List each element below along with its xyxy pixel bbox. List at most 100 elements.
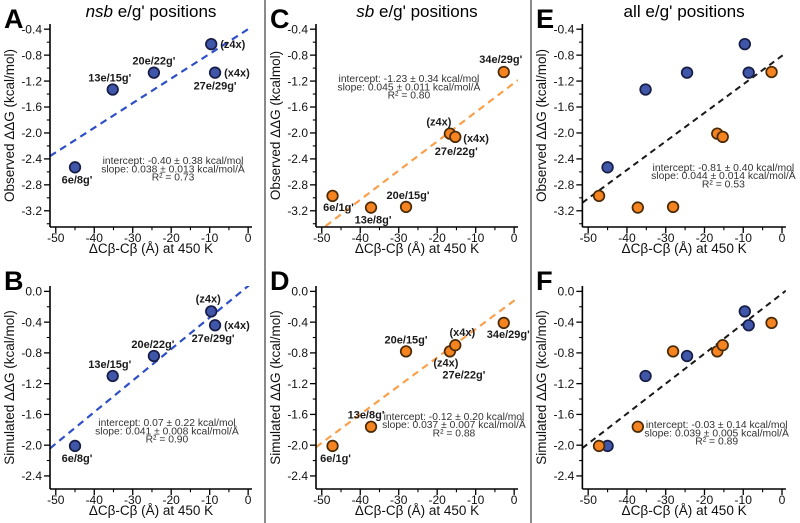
y-tick-label: -2.4: [554, 469, 575, 483]
trendline: [50, 25, 252, 158]
trendline: [50, 286, 250, 450]
stats-line: R² = 0.88: [433, 428, 476, 439]
data-point-orange: [364, 420, 378, 433]
panel-B: -50 -40 -30 -20 -10 0 0.0 -0.4 -0.8 -1.2 -1.6 -2.0 -…: [0, 262, 266, 523]
panel-C: -50 -40 -30 -20 -10 0 -0.4 -0.8 -1.2 -1.6 -2.0 -2.4…: [266, 0, 532, 262]
y-tick-label: -3.2: [554, 204, 575, 218]
y-tick-label: -2.0: [287, 438, 308, 452]
data-point-blue: [738, 305, 751, 318]
y-tick-label: -3.2: [21, 204, 42, 218]
scatter-plot-A: -50 -40 -30 -20 -10 0 -0.4 -0.8 -1.2 -1.6 -2.0 -2.4…: [2, 2, 252, 256]
column-separator: [530, 0, 532, 523]
y-tick-label: -0.4: [554, 22, 575, 36]
x-tick-label: 0: [779, 493, 786, 507]
y-tick-label: -1.6: [287, 408, 308, 422]
point-label: 13e/8g': [355, 215, 392, 227]
point-label: (x4x): [463, 133, 489, 145]
stats-line: slope: 0.045 ± 0.011 kcal/mol/Å: [337, 80, 480, 93]
x-tick-label: -20: [163, 231, 181, 245]
y-tick-label: -3.2: [287, 204, 308, 218]
data-point-orange: [592, 439, 606, 453]
data-point-orange: [326, 189, 339, 203]
data-point-orange: [364, 201, 378, 214]
y-tick-label: -1.6: [21, 408, 42, 422]
x-axis-label: ΔCβ-Cβ (Å) at 450 K: [355, 503, 479, 518]
y-tick-label: -0.8: [554, 346, 575, 360]
stats-line: R² = 0.80: [388, 90, 431, 101]
y-tick-label: -1.2: [287, 377, 308, 391]
y-tick-label: -2.4: [21, 152, 42, 166]
panel-letter: E: [536, 3, 554, 34]
y-tick-label: -0.4: [287, 22, 308, 36]
x-tick-label: -10: [467, 231, 485, 245]
x-tick-label: -10: [467, 493, 485, 507]
point-label: 6e/8g': [62, 453, 93, 465]
data-point-orange: [449, 339, 462, 352]
data-point-orange: [449, 130, 462, 143]
y-tick-label: -1.6: [21, 100, 42, 114]
y-tick-label: -0.8: [21, 346, 42, 360]
x-tick-label: -50: [579, 493, 597, 507]
x-tick-label: -30: [657, 231, 675, 245]
x-tick-label: -50: [313, 493, 331, 507]
data-point-blue: [147, 66, 161, 79]
point-label: (z4x): [196, 293, 221, 305]
y-tick-label: -1.6: [287, 100, 308, 114]
x-axis-label: ΔCβ-Cβ (Å) at 450 K: [355, 241, 479, 256]
y-tick-label: -2.0: [287, 126, 308, 140]
point-label: (z4x): [220, 39, 245, 51]
panel-title: all e/g' positions: [624, 2, 745, 21]
column-separator: [264, 0, 266, 523]
data-point-orange: [399, 200, 413, 214]
data-point-blue: [68, 161, 82, 174]
x-axis-label: ΔCβ-Cβ (Å) at 450 K: [89, 241, 213, 256]
point-label: 20e/15g': [387, 190, 430, 202]
trendline: [322, 79, 518, 227]
x-tick-label: -40: [86, 493, 104, 507]
stats-line: slope: 0.041 ± 0.008 kcal/mol/Å: [95, 424, 239, 437]
y-axis-label: Observed ΔΔG (kcal/mol): [2, 49, 17, 202]
stats-line: R² = 0.89: [695, 437, 738, 448]
panel-E: -50 -40 -30 -20 -10 0 -0.4 -0.8 -1.2 -1.6 -2.0 -2.4…: [532, 0, 800, 262]
panel-title: nsb e/g' positions: [86, 2, 217, 21]
x-tick-label: 0: [779, 231, 786, 245]
y-tick-label: -0.4: [21, 22, 42, 36]
x-tick-label: -50: [313, 231, 331, 245]
data-point-orange: [631, 420, 645, 433]
x-tick-label: -10: [735, 493, 753, 507]
y-tick-label: -2.4: [21, 469, 42, 483]
stats-line: intercept: 0.07 ± 0.22 kcal/mol: [98, 418, 235, 429]
x-tick-label: 0: [245, 231, 252, 245]
y-tick-label: -1.2: [21, 74, 42, 88]
scatter-plot-E: -50 -40 -30 -20 -10 0 -0.4 -0.8 -1.2 -1.6 -2.0 -2.4…: [534, 2, 796, 256]
x-tick-label: -20: [163, 493, 181, 507]
point-label: 13e/15g': [88, 359, 131, 371]
data-point-blue: [738, 37, 751, 51]
y-tick-label: -0.4: [287, 315, 308, 329]
y-tick-label: -1.2: [287, 74, 308, 88]
stats-line: slope: 0.039 ± 0.005 kcal/mol/Å: [644, 426, 789, 439]
data-point-blue: [742, 319, 755, 332]
trendline: [316, 296, 518, 449]
data-point-orange: [326, 439, 339, 453]
y-tick-label: -0.8: [554, 48, 575, 62]
data-point-blue: [208, 319, 222, 332]
y-axis-label: Simulated ΔΔG (kcal/mol): [534, 310, 549, 465]
y-tick-label: -0.4: [554, 315, 575, 329]
x-tick-label: 0: [245, 493, 252, 507]
y-tick-label: -1.6: [554, 100, 575, 114]
data-point-orange: [666, 345, 680, 358]
scatter-plot-C: -50 -40 -30 -20 -10 0 -0.4 -0.8 -1.2 -1.6 -2.0 -2.4…: [268, 2, 523, 256]
point-label: 20e/22g': [132, 56, 175, 68]
data-point-orange: [631, 201, 645, 214]
stats-line: slope: 0.044 ± 0.014 kcal/mol/Å: [651, 169, 796, 182]
stats-line: R² = 0.53: [702, 179, 745, 190]
y-tick-label: -1.6: [554, 408, 575, 422]
data-point-blue: [742, 66, 755, 79]
data-point-blue: [208, 66, 222, 79]
y-tick-label: -0.8: [287, 346, 308, 360]
point-label: (z4x): [433, 357, 458, 369]
data-point-orange: [497, 65, 510, 79]
x-tick-label: 0: [511, 231, 518, 245]
panel-letter: D: [270, 266, 290, 296]
